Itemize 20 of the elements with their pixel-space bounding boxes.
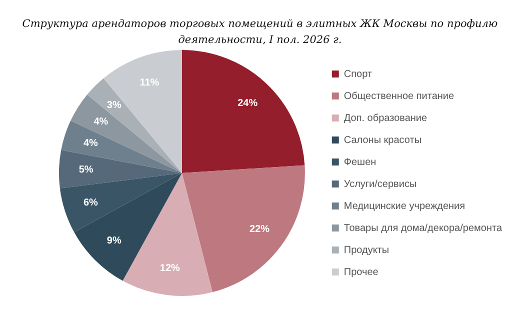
legend-label: Спорт <box>344 68 372 80</box>
data-label: 4% <box>94 116 108 128</box>
data-label: 3% <box>106 100 122 111</box>
legend-label: Медицинские учреждения <box>344 200 466 212</box>
data-label: 9% <box>106 236 122 247</box>
chart-title: Структура арендаторов торговых помещений в элитных ЖК Москвы по профилю деятельности, I пол. 2026 г. <box>21 17 499 48</box>
data-label: 5% <box>78 164 94 176</box>
legend-label: Доп. образование <box>344 112 428 124</box>
data-label: 24% <box>238 98 258 109</box>
legend-label: Товары для дома/декора/ремонта <box>344 222 502 234</box>
data-label: 4% <box>83 138 98 150</box>
legend-label: Услуги/сервисы <box>344 178 417 190</box>
data-label: 12% <box>160 262 180 274</box>
legend-label: Фешен <box>344 156 376 168</box>
legend-label: Прочее <box>344 266 379 278</box>
data-label: 6% <box>83 197 98 208</box>
legend-label: Общественное питание <box>344 90 454 102</box>
data-label: 22% <box>250 224 270 236</box>
legend-label: Салоны красоты <box>344 134 422 146</box>
legend-label: Продукты <box>344 244 390 256</box>
